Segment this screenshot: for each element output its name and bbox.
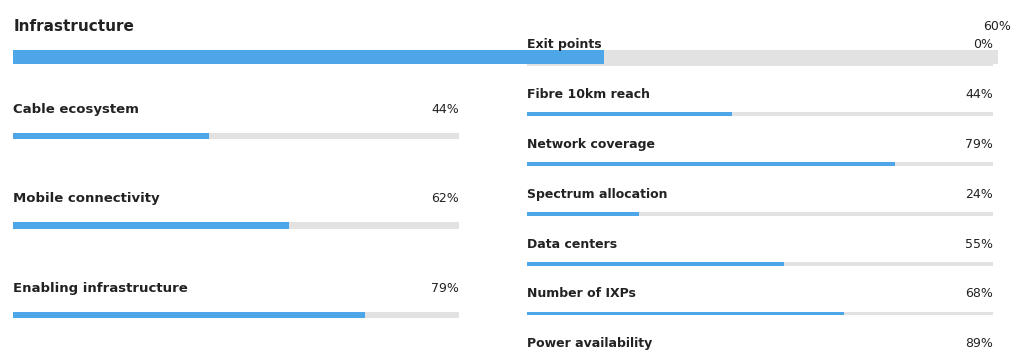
Text: Infrastructure: Infrastructure: [13, 19, 134, 34]
Bar: [13, 133, 459, 139]
Bar: [527, 63, 993, 66]
Bar: [13, 222, 459, 229]
Bar: [13, 312, 366, 318]
Text: 24%: 24%: [966, 188, 993, 201]
Text: Enabling infrastructure: Enabling infrastructure: [13, 282, 188, 295]
Text: Number of IXPs: Number of IXPs: [527, 287, 636, 300]
Bar: [13, 50, 998, 64]
Text: Cable ecosystem: Cable ecosystem: [13, 103, 139, 116]
Bar: [527, 212, 993, 216]
Bar: [527, 112, 732, 116]
Text: Exit points: Exit points: [527, 38, 602, 51]
Text: Fibre 10km reach: Fibre 10km reach: [527, 88, 650, 101]
Bar: [13, 222, 290, 229]
Text: Power availability: Power availability: [527, 337, 652, 350]
Text: 44%: 44%: [966, 88, 993, 101]
Text: 79%: 79%: [431, 282, 459, 295]
Text: 0%: 0%: [973, 38, 993, 51]
Bar: [527, 312, 993, 315]
Bar: [527, 212, 639, 216]
Text: 68%: 68%: [966, 287, 993, 300]
Text: Mobile connectivity: Mobile connectivity: [13, 192, 160, 205]
Bar: [527, 262, 783, 266]
Bar: [527, 262, 993, 266]
Bar: [527, 162, 993, 166]
Bar: [527, 312, 844, 315]
Bar: [13, 312, 459, 318]
Text: 55%: 55%: [966, 238, 993, 251]
Text: 62%: 62%: [431, 192, 459, 205]
Text: Spectrum allocation: Spectrum allocation: [527, 188, 668, 201]
Text: Network coverage: Network coverage: [527, 138, 655, 151]
Bar: [527, 112, 993, 116]
Bar: [13, 50, 604, 64]
Text: 79%: 79%: [966, 138, 993, 151]
Text: 44%: 44%: [431, 103, 459, 116]
Text: Data centers: Data centers: [527, 238, 617, 251]
Text: 60%: 60%: [983, 20, 1011, 33]
Bar: [13, 133, 209, 139]
Bar: [527, 162, 895, 166]
Text: 89%: 89%: [966, 337, 993, 350]
